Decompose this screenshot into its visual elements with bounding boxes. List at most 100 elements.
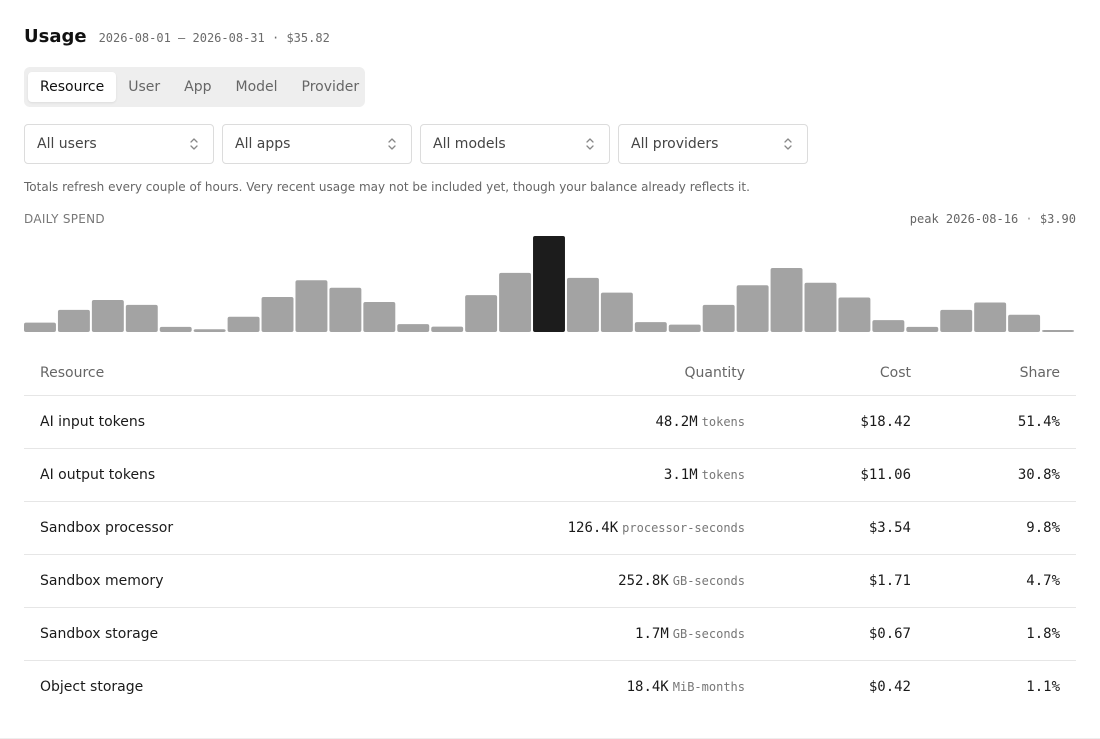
daily-spend-bar[interactable]: 2026-08-29 — [974, 302, 1007, 332]
peak-value: $3.90 — [1039, 212, 1076, 226]
table-row[interactable]: Sandbox processor 126.4K processor-second… — [24, 502, 1076, 555]
daily-spend-bar[interactable]: 2026-08-10 — [329, 287, 362, 332]
daily-spend-bar[interactable]: 2026-08-06 — [193, 329, 226, 332]
models-filter-value: All models — [433, 136, 506, 152]
column-header-resource[interactable]: Resource — [40, 364, 105, 381]
daily-spend-bar[interactable]: 2026-08-26 — [872, 320, 905, 332]
apps-filter-select[interactable]: All apps — [222, 124, 412, 164]
quantity-value: 48.2M — [655, 414, 698, 430]
resource-name: AI output tokens — [40, 467, 156, 483]
quantity-unit: GB-seconds — [672, 627, 745, 641]
usage-table: Resource Quantity Cost Share AI input to… — [24, 350, 1076, 713]
daily-spend-bar[interactable]: 2026-08-09 — [295, 280, 328, 332]
daily-spend-bar[interactable]: 2026-08-31 — [1042, 330, 1074, 332]
billing-period: 2026-08-01 — 2026-08-31 · $35.82 — [99, 31, 330, 45]
quantity-cell: 48.2M tokens — [424, 414, 745, 430]
group-by-tabs: Resource User App Model Provider — [24, 67, 365, 107]
peak-date: 2026-08-16 — [945, 212, 1019, 226]
providers-filter-value: All providers — [631, 136, 719, 152]
daily-spend-bar[interactable]: 2026-08-07 — [227, 316, 260, 332]
page-title: Usage — [24, 26, 87, 47]
tab-resource[interactable]: Resource — [28, 72, 117, 102]
share-cell: 30.8% — [1017, 467, 1060, 483]
daily-spend-bar[interactable]: 2026-08-18 — [600, 292, 633, 332]
daily-spend-bar[interactable]: 2026-08-19 — [634, 322, 667, 332]
chevron-up-down-icon — [388, 138, 396, 150]
apps-filter-value: All apps — [235, 136, 291, 152]
quantity-cell: 252.8K GB-seconds — [424, 573, 745, 589]
quantity-cell: 18.4K MiB-months — [424, 679, 745, 695]
daily-spend-bar[interactable]: 2026-08-13 — [431, 326, 464, 332]
quantity-unit: processor-seconds — [622, 521, 745, 535]
daily-spend-bar[interactable]: 2026-08-25 — [838, 297, 871, 332]
daily-spend-bar[interactable]: 2026-08-20 — [668, 324, 701, 332]
daily-spend-bar[interactable]: 2026-08-02 — [57, 309, 90, 332]
daily-spend-chart: 2026-08-012026-08-022026-08-032026-08-04… — [24, 230, 1076, 332]
share-cell: 1.8% — [1026, 626, 1060, 642]
column-header-cost[interactable]: Cost — [879, 364, 911, 381]
quantity-cell: 3.1M tokens — [424, 467, 745, 483]
daily-spend-bar[interactable]: 2026-08-15 — [499, 272, 532, 332]
table-row[interactable]: Sandbox storage 1.7M GB-seconds $0.67 1.8… — [24, 608, 1076, 661]
daily-spend-bar[interactable]: 2026-08-05 — [159, 326, 192, 332]
daily-spend-bar[interactable]: 2026-08-11 — [363, 301, 396, 332]
quantity-value: 252.8K — [618, 573, 669, 589]
share-cell: 9.8% — [1026, 520, 1060, 536]
refresh-note: Totals refresh every couple of hours. Ve… — [24, 180, 750, 194]
models-filter-select[interactable]: All models — [420, 124, 610, 164]
table-row[interactable]: Sandbox memory 252.8K GB-seconds $1.71 4.… — [24, 555, 1076, 608]
quantity-unit: MiB-months — [672, 680, 745, 694]
quantity-unit: tokens — [701, 415, 745, 429]
daily-spend-bar[interactable]: 2026-08-22 — [736, 285, 769, 332]
daily-spend-bar[interactable]: 2026-08-01 — [24, 322, 56, 332]
share-cell: 1.1% — [1026, 679, 1060, 695]
users-filter-value: All users — [37, 136, 97, 152]
table-header-row: Resource Quantity Cost Share — [24, 350, 1076, 396]
daily-spend-svg: 2026-08-012026-08-022026-08-032026-08-04… — [24, 236, 1074, 332]
peak-prefix: peak — [909, 212, 939, 226]
column-header-quantity[interactable]: Quantity — [684, 364, 746, 381]
quantity-cell: 1.7M GB-seconds — [424, 626, 745, 642]
daily-spend-bar[interactable]: 2026-08-08 — [261, 297, 294, 332]
table-row[interactable]: AI input tokens 48.2M tokens $18.42 51.4% — [24, 396, 1076, 449]
daily-spend-bar[interactable]: 2026-08-17 — [566, 277, 599, 332]
tab-model[interactable]: Model — [235, 79, 278, 95]
table-row[interactable]: AI output tokens 3.1M tokens $11.06 30.8% — [24, 449, 1076, 502]
daily-spend-label: DAILY SPEND — [24, 212, 105, 226]
share-cell: 4.7% — [1026, 573, 1060, 589]
users-filter-select[interactable]: All users — [24, 124, 214, 164]
resource-name: AI input tokens — [40, 414, 146, 430]
tab-provider[interactable]: Provider — [301, 79, 360, 95]
daily-spend-bar[interactable]: 2026-08-28 — [940, 309, 973, 332]
quantity-unit: GB-seconds — [672, 574, 745, 588]
daily-spend-bar[interactable]: 2026-08-04 — [125, 304, 158, 332]
share-cell: 51.4% — [1017, 414, 1060, 430]
daily-spend-bar[interactable]: 2026-08-24 — [804, 282, 837, 332]
daily-spend-bar[interactable]: 2026-08-14 — [465, 295, 498, 332]
resource-name: Sandbox memory — [40, 573, 164, 589]
daily-spend-bar[interactable]: 2026-08-21 — [702, 304, 735, 332]
daily-spend-bar[interactable]: 2026-08-03 — [91, 300, 124, 332]
table-row[interactable]: Object storage 18.4K MiB-months $0.42 1.1… — [24, 661, 1076, 713]
period-total: $35.82 — [286, 31, 330, 45]
filter-bar: All users All apps All models All provid… — [24, 124, 808, 164]
quantity-value: 1.7M — [635, 626, 669, 642]
tab-app[interactable]: App — [184, 79, 212, 95]
quantity-value: 18.4K — [626, 679, 669, 695]
period-separator: · — [271, 31, 280, 45]
daily-spend-bar[interactable]: 2026-08-30 — [1008, 314, 1041, 332]
cost-cell: $11.06 — [860, 467, 911, 483]
daily-spend-bar[interactable]: 2026-08-12 — [397, 324, 430, 332]
resource-name: Sandbox processor — [40, 520, 174, 536]
column-header-share[interactable]: Share — [1019, 364, 1060, 381]
cost-cell: $1.71 — [868, 573, 911, 589]
page-header: Usage 2026-08-01 — 2026-08-31 · $35.82 — [24, 26, 330, 47]
providers-filter-select[interactable]: All providers — [618, 124, 808, 164]
peak-separator: · — [1025, 212, 1033, 226]
peak-spend-bar[interactable]: 2026-08-16 — [533, 236, 565, 332]
daily-spend-bar[interactable]: 2026-08-23 — [770, 268, 803, 332]
daily-spend-bar[interactable]: 2026-08-27 — [906, 326, 939, 332]
resource-name: Object storage — [40, 679, 144, 695]
tab-user[interactable]: User — [128, 79, 161, 95]
cost-cell: $3.54 — [868, 520, 911, 536]
